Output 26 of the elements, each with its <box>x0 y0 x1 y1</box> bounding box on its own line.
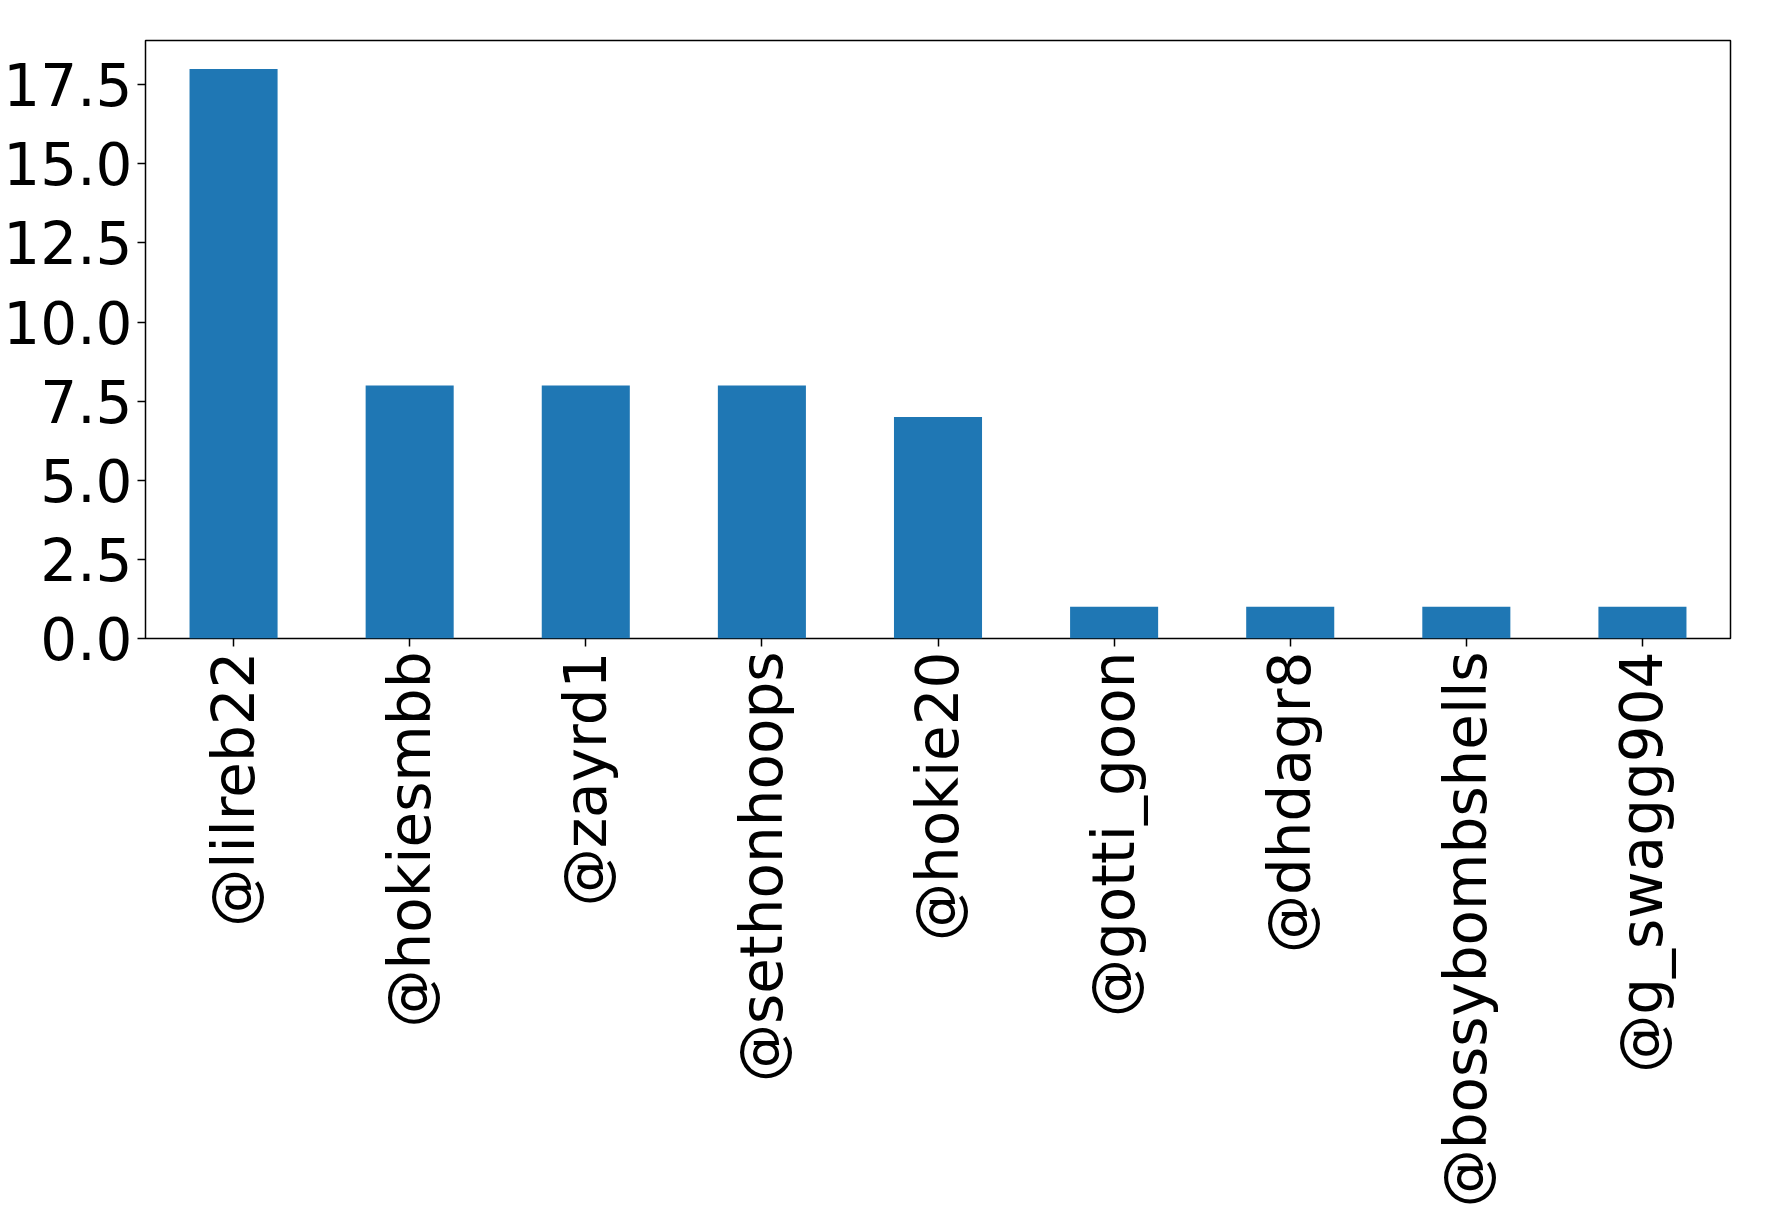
y-tick-label: 15.0 <box>3 131 133 200</box>
bar <box>893 417 983 639</box>
bar <box>365 385 454 639</box>
x-tick-label: @g_swagg904 <box>1608 651 1677 1073</box>
bar <box>1070 606 1159 639</box>
y-tick-label: 10.0 <box>3 289 133 358</box>
x-tick-label: @lilreb22 <box>199 651 268 927</box>
y-tick-label: 7.5 <box>40 368 133 437</box>
bar <box>1422 606 1511 639</box>
y-tick-label: 0.0 <box>40 606 133 674</box>
x-tick-label: @hokie20 <box>904 651 972 941</box>
bar <box>717 385 806 639</box>
bar <box>189 68 278 639</box>
y-tick-label: 2.5 <box>40 526 133 595</box>
x-tick-label: @hokiesmbb <box>375 651 444 1028</box>
y-tick-label: 12.5 <box>3 210 133 279</box>
x-tick-label: @gotti_goon <box>1080 651 1149 1017</box>
x-tick-label: @dhdagr8 <box>1256 651 1325 953</box>
bar <box>1598 606 1687 639</box>
x-tick-label: @sethonhoops <box>727 651 796 1082</box>
bar <box>1246 606 1335 639</box>
y-tick-label: 5.0 <box>40 447 133 516</box>
bar <box>541 385 630 639</box>
y-tick-label: 17.5 <box>3 52 133 121</box>
x-tick-label: @zayrd1 <box>551 651 620 907</box>
x-tick-label: @bossybombshells <box>1432 651 1501 1208</box>
